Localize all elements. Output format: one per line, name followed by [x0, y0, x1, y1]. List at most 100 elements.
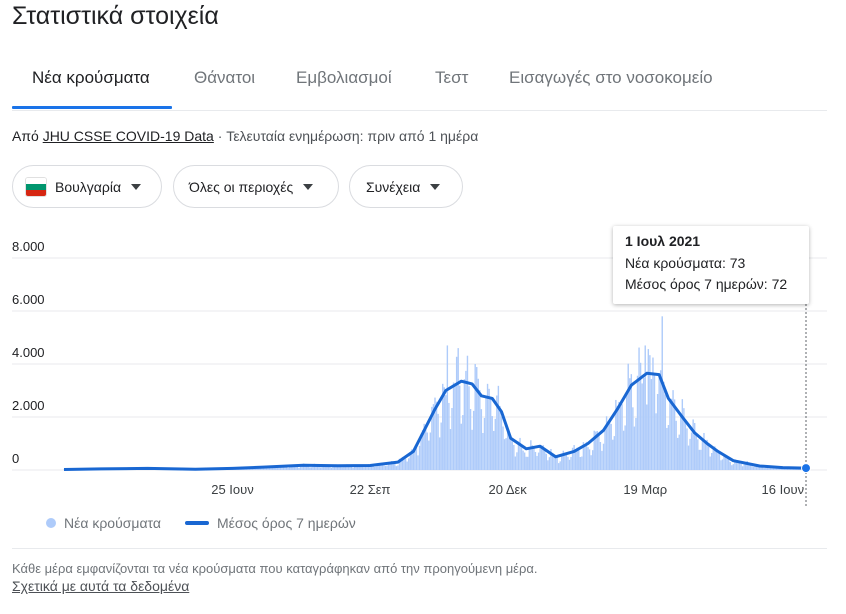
daily-bar — [658, 376, 660, 470]
daily-bar — [397, 465, 399, 470]
daily-bar — [618, 401, 620, 470]
daily-bar — [745, 463, 747, 470]
tooltip-cases: Νέα κρούσματα: 73 — [625, 255, 746, 271]
daily-bar — [392, 461, 394, 470]
daily-bar — [627, 363, 629, 470]
daily-bar — [718, 452, 721, 470]
daily-bar — [394, 463, 396, 470]
daily-bar — [531, 445, 534, 470]
daily-bar — [420, 433, 422, 470]
daily-bar — [403, 458, 405, 470]
daily-bar — [675, 420, 677, 470]
daily-bar — [530, 440, 532, 470]
about-data-link[interactable]: Σχετικά με αυτά τα δεδομένα — [12, 578, 190, 594]
daily-bar — [647, 349, 650, 470]
daily-bar — [659, 370, 662, 470]
daily-bar — [493, 430, 495, 470]
daily-bar — [364, 466, 367, 470]
daily-bar — [724, 456, 727, 470]
daily-bar — [579, 457, 582, 470]
daily-bar — [380, 463, 382, 470]
daily-bar — [746, 461, 748, 470]
daily-bar — [625, 394, 628, 470]
daily-bar — [709, 456, 711, 470]
daily-bar — [765, 467, 767, 470]
chevron-down-icon — [430, 183, 441, 190]
daily-bar — [486, 383, 489, 470]
daily-bar — [629, 378, 631, 470]
tab-tests[interactable]: Τεστ — [435, 68, 469, 87]
daily-bar — [680, 414, 682, 470]
daily-bar — [299, 466, 302, 470]
daily-bar — [741, 466, 744, 470]
daily-bar — [720, 460, 722, 470]
daily-bar — [601, 450, 603, 470]
daily-bar — [244, 469, 246, 470]
daily-bar — [287, 467, 289, 470]
daily-bar — [477, 378, 479, 470]
daily-bar — [333, 465, 336, 470]
daily-bar — [528, 447, 530, 470]
region-dropdown[interactable]: Όλες οι περιοχές — [173, 165, 339, 208]
daily-bar — [381, 463, 384, 470]
daily-bar — [514, 456, 517, 470]
daily-bar — [565, 452, 568, 470]
daily-bar — [503, 439, 506, 470]
tab-new-cases[interactable]: Νέα κρούσματα — [32, 68, 150, 87]
daily-bar — [723, 455, 725, 470]
daily-bar — [465, 370, 467, 470]
daily-bar — [463, 379, 466, 470]
y-tick-label: 0 — [12, 451, 19, 466]
daily-bar — [369, 465, 371, 470]
tab-deaths[interactable]: Θάνατοι — [194, 68, 256, 87]
daily-bar — [539, 445, 541, 470]
daily-bar — [732, 464, 735, 470]
daily-bar — [448, 402, 450, 470]
daily-bar — [404, 458, 407, 470]
daily-bar — [494, 418, 496, 470]
daily-bar — [491, 416, 493, 470]
daily-bar — [378, 464, 381, 470]
mode-dropdown[interactable]: Συνέχεια — [349, 165, 463, 208]
daily-bar — [593, 430, 595, 470]
daily-bar — [285, 466, 288, 470]
daily-bar — [653, 374, 656, 470]
daily-bar — [588, 449, 591, 470]
y-tick-label: 6.000 — [12, 292, 45, 307]
daily-bar — [700, 449, 702, 470]
daily-bar — [737, 460, 739, 470]
daily-bar — [697, 439, 699, 470]
daily-bar — [282, 466, 285, 470]
daily-bar — [578, 449, 580, 470]
daily-bar — [319, 467, 322, 470]
country-dropdown[interactable]: Βουλγαρία — [12, 165, 162, 208]
daily-bar — [612, 439, 614, 470]
daily-bar — [469, 409, 472, 470]
cases-chart[interactable]: 0 2.000 4.000 6.000 8.000 25 Ιουν 22 Σεπ 20 Δε… — [0, 220, 846, 510]
daily-bar — [591, 450, 594, 470]
source-link[interactable]: JHU CSSE COVID-19 Data — [42, 128, 214, 144]
daily-bar — [666, 427, 668, 470]
tab-vaccinations[interactable]: Εμβολιασμοί — [296, 68, 392, 87]
daily-bar — [418, 445, 421, 470]
daily-bar — [438, 437, 441, 470]
daily-bar — [281, 465, 283, 470]
daily-bar — [442, 383, 444, 470]
average-line — [63, 371, 807, 471]
daily-bar — [254, 468, 257, 470]
tab-hospitalizations[interactable]: Εισαγωγές στο νοσοκομείο — [509, 68, 713, 87]
daily-bar — [684, 419, 687, 470]
daily-bar — [644, 345, 646, 470]
daily-bar — [516, 452, 518, 470]
daily-bar — [585, 441, 588, 470]
daily-bar — [353, 466, 356, 470]
daily-bar — [704, 440, 707, 470]
daily-bar — [525, 456, 527, 470]
daily-bar — [431, 406, 433, 470]
daily-bar — [479, 390, 481, 470]
daily-bar — [616, 405, 619, 470]
daily-bar — [332, 466, 334, 470]
hover-point — [801, 463, 811, 474]
daily-bar — [755, 465, 758, 470]
daily-bar — [632, 407, 634, 470]
